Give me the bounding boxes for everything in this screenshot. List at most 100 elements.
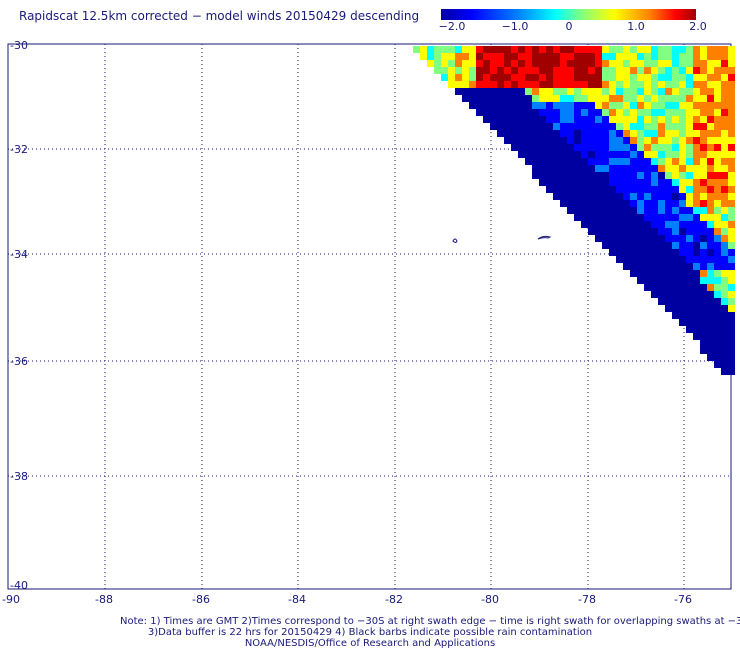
swath-cell	[728, 144, 735, 151]
swath-cell	[581, 81, 588, 88]
swath-cell	[581, 116, 588, 123]
swath-cell	[651, 228, 658, 235]
swath-cell	[497, 116, 504, 123]
swath-cell	[532, 109, 539, 116]
swath-cell	[644, 74, 651, 81]
swath-cell	[637, 137, 644, 144]
lat-gridlines	[8, 148, 731, 477]
swath-cell	[455, 46, 462, 53]
swath-cell	[721, 354, 728, 361]
swath-cell	[588, 60, 595, 67]
swath-cell	[686, 95, 693, 102]
swath-cell	[518, 151, 525, 158]
swath-cell	[574, 102, 581, 109]
swath-cell	[511, 67, 518, 74]
swath-cell	[518, 46, 525, 53]
swath-cell	[679, 235, 686, 242]
swath-cell	[679, 67, 686, 74]
swath-cell	[630, 242, 637, 249]
swath-cell	[616, 214, 623, 221]
swath-cell	[588, 123, 595, 130]
swath-cell	[679, 256, 686, 263]
swath-cell	[644, 263, 651, 270]
swath-cell	[644, 144, 651, 151]
swath-cell	[707, 95, 714, 102]
swath-cell	[511, 102, 518, 109]
swath-cell	[672, 298, 679, 305]
swath-cell	[700, 200, 707, 207]
swath-cell	[651, 193, 658, 200]
swath-cell	[728, 165, 735, 172]
swath-cell	[518, 67, 525, 74]
swath-cell	[693, 53, 700, 60]
swath-cell	[469, 53, 476, 60]
swath-cell	[560, 186, 567, 193]
swath-cell	[525, 158, 532, 165]
swath-cell	[644, 228, 651, 235]
swath-cell	[462, 95, 469, 102]
swath-cell	[553, 116, 560, 123]
swath-cell	[609, 60, 616, 67]
swath-cell	[574, 109, 581, 116]
swath-cell	[665, 186, 672, 193]
swath-cell	[707, 102, 714, 109]
swath-cell	[497, 88, 504, 95]
swath-cell	[588, 81, 595, 88]
swath-cell	[637, 186, 644, 193]
swath-cell	[539, 151, 546, 158]
swath-cell	[518, 81, 525, 88]
swath-cell	[504, 46, 511, 53]
swath-cell	[616, 74, 623, 81]
lat-tick-label: -30	[10, 39, 28, 52]
swath-cell	[679, 144, 686, 151]
swath-cell	[721, 242, 728, 249]
swath-cell	[574, 130, 581, 137]
swath-cell	[679, 207, 686, 214]
swath-cell	[651, 249, 658, 256]
swath-cell	[525, 46, 532, 53]
swath-cell	[567, 207, 574, 214]
swath-cell	[630, 67, 637, 74]
swath-cell	[574, 95, 581, 102]
swath-cell	[637, 81, 644, 88]
swath-cell	[721, 151, 728, 158]
swath-cell	[658, 151, 665, 158]
swath-cell	[693, 46, 700, 53]
swath-cell	[721, 312, 728, 319]
swath-cell	[637, 123, 644, 130]
swath-cell	[714, 74, 721, 81]
swath-cell	[609, 207, 616, 214]
swath-cell	[630, 186, 637, 193]
swath-cell	[532, 67, 539, 74]
swath-cell	[546, 151, 553, 158]
swath-cell	[679, 158, 686, 165]
swath-cell	[595, 158, 602, 165]
swath-cell	[616, 235, 623, 242]
swath-cell	[707, 123, 714, 130]
swath-cell	[700, 326, 707, 333]
swath-cell	[609, 165, 616, 172]
swath-cell	[546, 53, 553, 60]
swath-cell	[637, 207, 644, 214]
swath-cell	[686, 298, 693, 305]
swath-cell	[602, 200, 609, 207]
swath-cell	[567, 172, 574, 179]
swath-cell	[490, 116, 497, 123]
swath-cell	[644, 158, 651, 165]
swath-cell	[693, 123, 700, 130]
swath-cell	[553, 130, 560, 137]
swath-cell	[637, 130, 644, 137]
swath-cell	[665, 249, 672, 256]
swath-cell	[658, 263, 665, 270]
swath-cell	[518, 109, 525, 116]
swath-cell	[693, 256, 700, 263]
swath-cell	[602, 179, 609, 186]
swath-cell	[546, 102, 553, 109]
swath-cell	[658, 193, 665, 200]
swath-cell	[700, 53, 707, 60]
swath-cell	[553, 74, 560, 81]
swath-cell	[707, 46, 714, 53]
swath-cell	[560, 144, 567, 151]
swath-cell	[623, 158, 630, 165]
swath-cell	[546, 144, 553, 151]
